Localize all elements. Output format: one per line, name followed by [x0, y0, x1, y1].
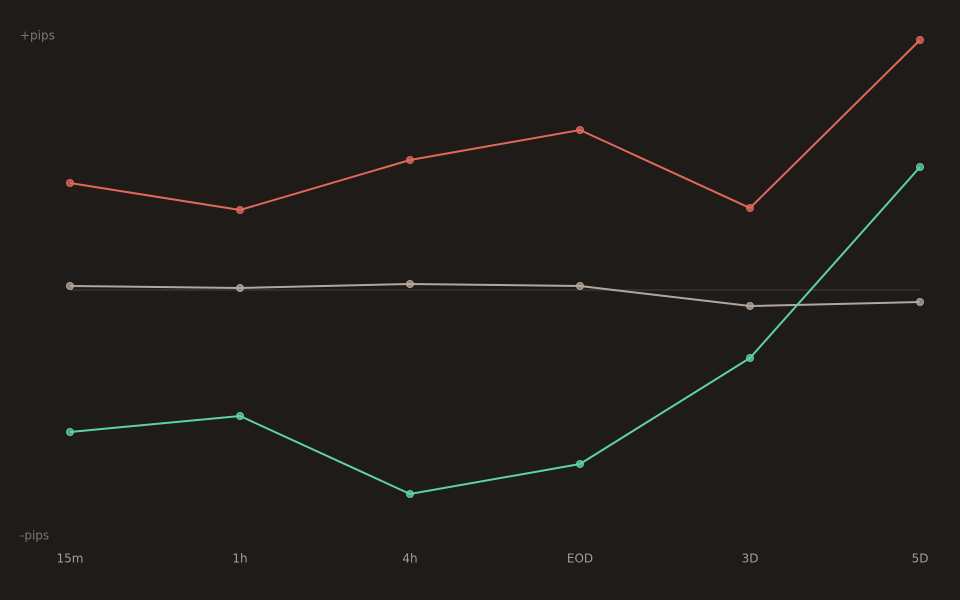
- data-point: [406, 280, 414, 288]
- data-point: [66, 428, 74, 436]
- x-tick-label: 15m: [57, 552, 84, 566]
- data-point: [406, 490, 414, 498]
- x-tick-label: 4h: [402, 552, 417, 566]
- data-point: [746, 204, 754, 212]
- data-point: [406, 156, 414, 164]
- data-point: [576, 282, 584, 290]
- x-tick-label: 3D: [742, 552, 759, 566]
- data-point: [916, 298, 924, 306]
- data-point: [746, 354, 754, 362]
- series-line: [69, 166, 921, 496]
- y-bottom-label: -pips: [20, 529, 49, 543]
- data-point: [236, 412, 244, 420]
- series-line: [69, 282, 921, 308]
- data-point: [746, 302, 754, 310]
- data-point: [576, 460, 584, 468]
- y-top-label: +pips: [20, 29, 55, 43]
- data-point: [236, 206, 244, 214]
- data-point: [236, 284, 244, 292]
- data-point: [66, 282, 74, 290]
- series-line: [69, 39, 921, 212]
- data-point: [66, 179, 74, 187]
- x-tick-label: 1h: [232, 552, 247, 566]
- x-tick-label: EOD: [567, 552, 593, 566]
- x-tick-label: 5D: [912, 552, 929, 566]
- data-point: [916, 36, 924, 44]
- data-point: [576, 126, 584, 134]
- data-point: [916, 163, 924, 171]
